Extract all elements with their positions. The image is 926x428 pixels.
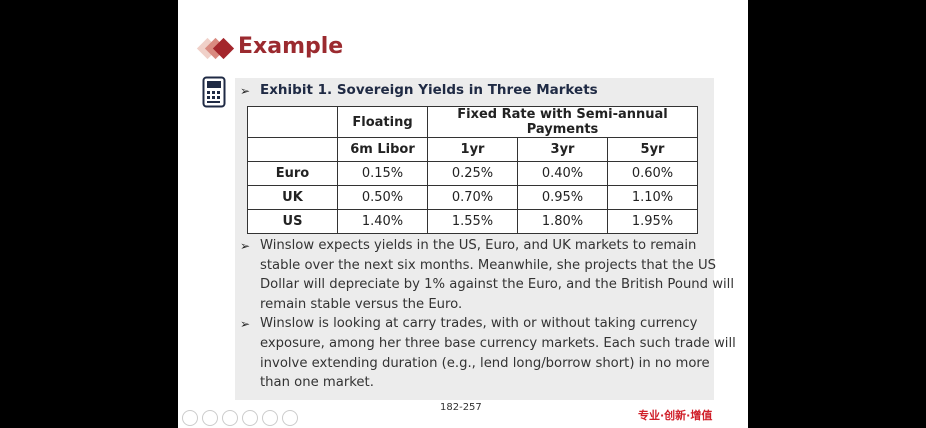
nav-button[interactable] bbox=[262, 410, 278, 426]
table-cell: 1.10% bbox=[607, 185, 698, 210]
table-row: US 1.40% 1.55% 1.80% 1.95% bbox=[247, 209, 698, 234]
nav-button[interactable] bbox=[202, 410, 218, 426]
bullet-arrow: ➢ bbox=[240, 317, 251, 332]
page-number: 182-257 bbox=[440, 402, 482, 413]
table-cell: 1.55% bbox=[427, 209, 518, 234]
bullet-line: exposure, among her three base currency … bbox=[260, 336, 736, 351]
bullet-line: involve extending duration (e.g., lend l… bbox=[260, 355, 710, 371]
bullet-arrow: ➢ bbox=[240, 84, 251, 98]
header-cell: 5yr bbox=[607, 137, 698, 162]
nav-button[interactable] bbox=[222, 410, 238, 426]
table-cell: 0.50% bbox=[337, 185, 428, 210]
header-cell: 3yr bbox=[517, 137, 608, 162]
bullet-line: stable over the next six months. Meanwhi… bbox=[260, 257, 716, 273]
header-cell: Fixed Rate with Semi-annual Payments bbox=[427, 106, 698, 138]
table-cell: 0.15% bbox=[337, 161, 428, 186]
table-cell: 0.25% bbox=[427, 161, 518, 186]
slogan: 专业·创新·增值 bbox=[638, 409, 713, 422]
slide-title: Example bbox=[238, 34, 344, 59]
bullet-line: Dollar will depreciate by 1% against the… bbox=[260, 277, 734, 293]
header-cell: 1yr bbox=[427, 137, 518, 162]
bullet-line: Winslow expects yields in the US, Euro, … bbox=[260, 238, 697, 253]
slide: Example ➢ Exhibit 1. Sovereign Yields in… bbox=[178, 0, 748, 428]
table-cell: 0.60% bbox=[607, 161, 698, 186]
table-cell: 1.40% bbox=[337, 209, 428, 234]
header-row: Floating Fixed Rate with Semi-annual Paym… bbox=[247, 106, 698, 138]
table-cell: 0.40% bbox=[517, 161, 608, 186]
table-cell: 0.95% bbox=[517, 185, 608, 210]
bullet-line: Winslow is looking at carry trades, with… bbox=[260, 316, 698, 332]
row-label: US bbox=[247, 209, 338, 234]
bullet-line: than one market. bbox=[260, 375, 374, 391]
row-label: Euro bbox=[247, 161, 338, 186]
nav-button[interactable] bbox=[282, 410, 298, 426]
table-row: UK 0.50% 0.70% 0.95% 1.10% bbox=[247, 185, 698, 210]
exhibit-title: Exhibit 1. Sovereign Yields in Three Mar… bbox=[260, 82, 598, 98]
bullet-arrow: ➢ bbox=[240, 239, 251, 253]
header-cell: 6m Libor bbox=[337, 137, 428, 162]
table-cell: 1.80% bbox=[517, 209, 608, 234]
header-cell bbox=[247, 106, 338, 138]
table-row: Euro 0.15% 0.25% 0.40% 0.60% bbox=[247, 161, 698, 186]
nav-button[interactable] bbox=[242, 410, 258, 426]
bullet-line: remain stable versus the Euro. bbox=[260, 296, 463, 312]
header-cell: Floating bbox=[337, 106, 428, 138]
nav-button[interactable] bbox=[182, 410, 198, 426]
title-icon bbox=[196, 37, 235, 60]
row-label: UK bbox=[247, 185, 338, 210]
table-cell: 0.70% bbox=[427, 185, 518, 210]
table-cell: 1.95% bbox=[607, 209, 698, 234]
calculator-icon bbox=[202, 76, 226, 108]
header-cell bbox=[247, 137, 338, 162]
header-row: 6m Libor 1yr 3yr 5yr bbox=[247, 137, 698, 162]
yield-table: Floating Fixed Rate with Semi-annual Paym… bbox=[247, 106, 698, 234]
